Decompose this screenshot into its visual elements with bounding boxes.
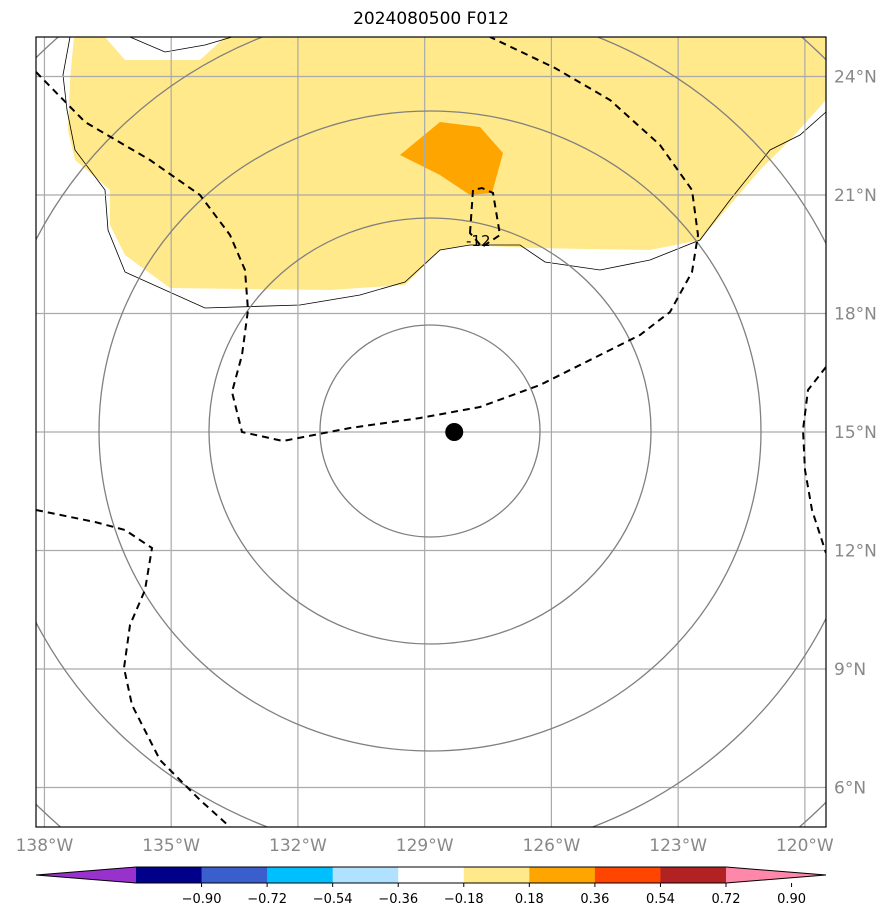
- range-ring: [98, 110, 762, 752]
- colorbar-segment: [660, 867, 727, 883]
- colorbar: −0.90 −0.72 −0.54 −0.36 −0.18 0.18 0.36 0.54 0.7…: [35, 866, 827, 907]
- latitude-label: 15°N: [834, 423, 877, 443]
- longitude-label: 135°W: [142, 836, 200, 856]
- longitude-label: 138°W: [16, 836, 74, 856]
- colorbar-segment: [529, 867, 596, 883]
- colorbar-segment: [201, 867, 268, 883]
- colorbar-segment: [136, 867, 203, 883]
- graticule: [36, 37, 826, 827]
- longitude-label: 129°W: [396, 836, 454, 856]
- shaded-region-high: [400, 122, 503, 195]
- dashed-contours: [36, 37, 826, 827]
- longitude-label: 126°W: [523, 836, 581, 856]
- latitude-label: 21°N: [834, 186, 877, 206]
- colorbar-tick-label: 0.72: [712, 892, 741, 907]
- colorbar-tick-label: 0.54: [646, 892, 675, 907]
- colorbar-segment: [594, 867, 661, 883]
- latitude-label: 12°N: [834, 542, 877, 562]
- colorbar-extend-min: [36, 867, 136, 883]
- latitude-label: 24°N: [834, 68, 877, 88]
- contour-label: -12: [466, 232, 491, 250]
- dashed-contour: [36, 509, 231, 827]
- colorbar-segment: [463, 867, 530, 883]
- dashed-contour: [468, 186, 502, 249]
- colorbar-segment: [398, 867, 465, 883]
- plot-frame: [35, 36, 827, 828]
- latitude-label: 18°N: [834, 305, 877, 325]
- latitude-label: 6°N: [834, 779, 866, 799]
- longitude-label: 123°W: [649, 836, 707, 856]
- range-ring: [319, 324, 541, 538]
- colorbar-tick-label: 0.18: [515, 892, 544, 907]
- colorbar-segment: [267, 867, 334, 883]
- map-title: 2024080500 F012: [353, 9, 509, 29]
- colorbar-tick-label: −0.36: [378, 892, 418, 907]
- colorbar-tick-label: 0.36: [580, 892, 609, 907]
- colorbar-tick-label: −0.90: [182, 892, 222, 907]
- range-ring: [208, 217, 652, 645]
- colorbar-tick-label: −0.18: [444, 892, 484, 907]
- longitude-labels: 138°W 135°W 132°W 129°W 126°W 123°W 120°W: [16, 836, 834, 856]
- latitude-labels: 24°N 21°N 18°N 15°N 12°N 9°N 6°N: [834, 68, 877, 799]
- storm-center-marker: [445, 423, 464, 441]
- colorbar-tick-label: −0.72: [247, 892, 287, 907]
- longitude-label: 132°W: [269, 836, 327, 856]
- dashed-contour: [801, 366, 826, 554]
- colorbar-tick-label: −0.54: [313, 892, 353, 907]
- colorbar-outline: [35, 866, 827, 884]
- field-outline-top: [129, 37, 233, 53]
- field-outline: [62, 37, 826, 309]
- dashed-contour: [36, 37, 700, 443]
- longitude-label: 120°W: [776, 836, 834, 856]
- colorbar-segment: [332, 867, 399, 883]
- latitude-label: 9°N: [834, 660, 866, 680]
- colorbar-tick-label: 0.90: [777, 892, 806, 907]
- colorbar-extend-max: [726, 867, 826, 883]
